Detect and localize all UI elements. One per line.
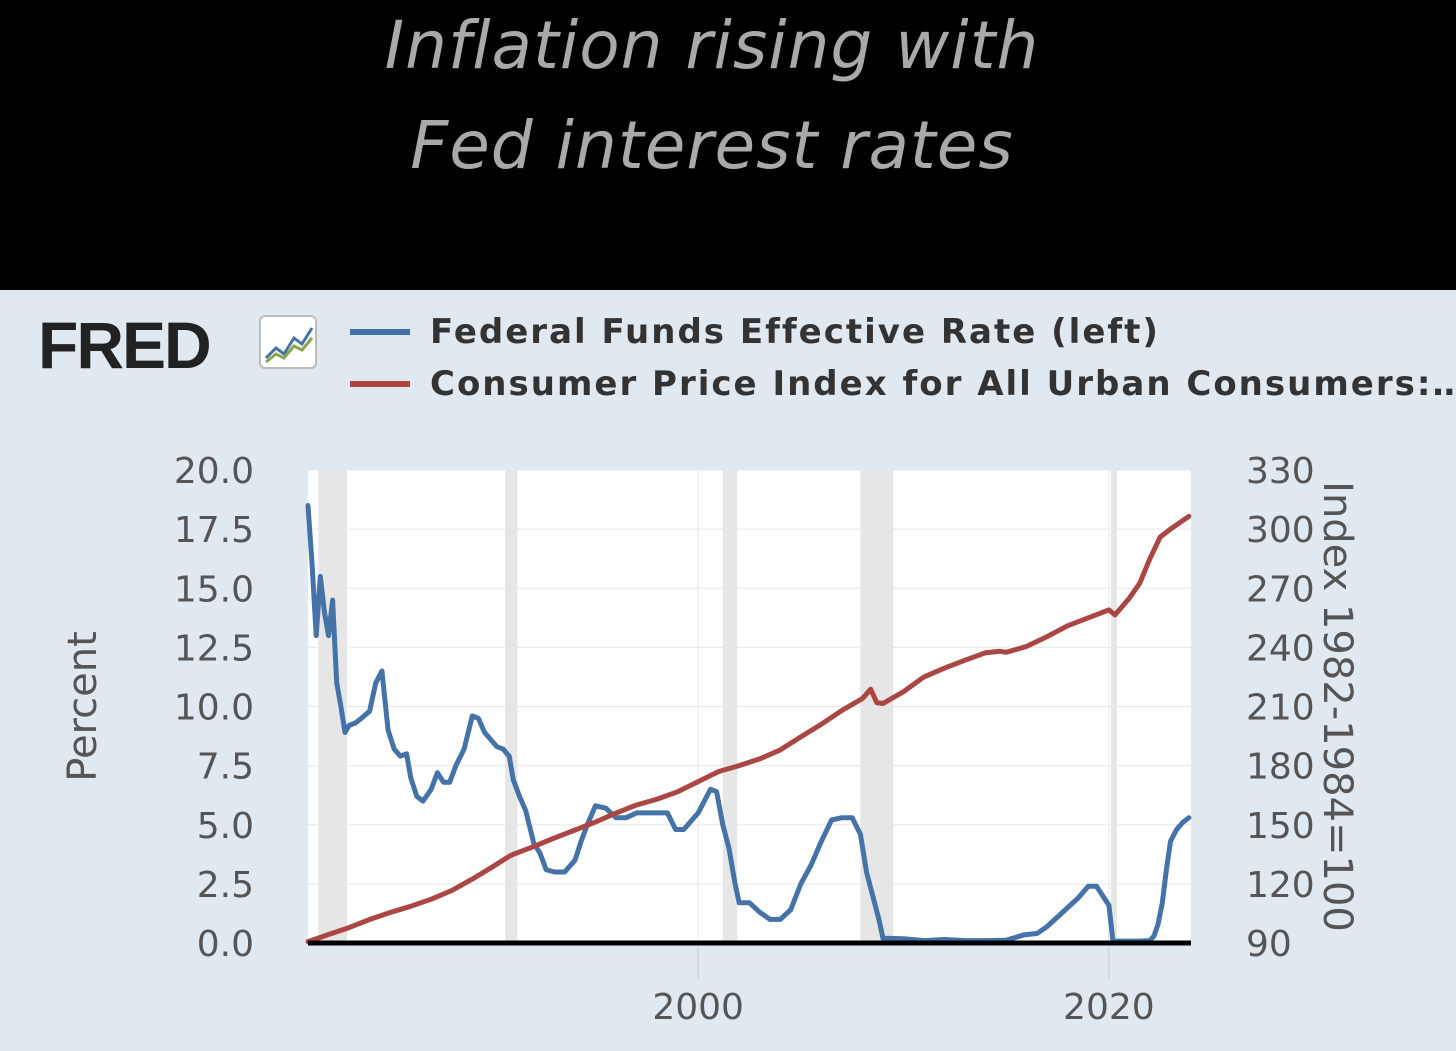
fred-chart-panel: FRED Federal Funds Effective Rate (left)…: [0, 290, 1456, 1051]
x-tick-label: 2020: [1063, 987, 1155, 1028]
right-tick-label: 180: [1246, 747, 1315, 788]
page-title-line-2: Fed interest rates: [410, 107, 1014, 184]
right-tick-label: 150: [1246, 806, 1315, 847]
legend-swatch-cpi: [350, 381, 410, 387]
title-band: Inflation rising with Fed interest rates: [0, 0, 1456, 290]
right-tick-label: 90: [1246, 924, 1292, 965]
right-axis-title: Index 1982-1984=100: [1314, 481, 1360, 932]
right-tick-label: 240: [1246, 628, 1315, 669]
dual-axis-line-chart: 20.0 17.5 15.0 12.5 10.0 7.5 5.0 2.5 0.0 330 300 27…: [60, 451, 1360, 1028]
right-tick-label: 120: [1246, 865, 1315, 906]
left-tick-label: 7.5: [197, 747, 254, 788]
left-tick-label: 17.5: [174, 510, 254, 551]
series-line-cpi[interactable]: [305, 513, 1192, 945]
left-tick-label: 12.5: [174, 628, 254, 669]
right-tick-label: 210: [1246, 688, 1315, 729]
legend-label-cpi: Consumer Price Index for All Urban Consu…: [430, 364, 1456, 404]
right-tick-label: 270: [1246, 569, 1315, 610]
left-tick-label: 2.5: [197, 865, 254, 906]
left-tick-label: 0.0: [197, 924, 254, 965]
legend-item-fed-funds[interactable]: Federal Funds Effective Rate (left): [350, 312, 1160, 352]
right-tick-label: 330: [1246, 451, 1315, 492]
left-tick-label: 20.0: [174, 451, 254, 492]
line-chart-icon: [259, 315, 317, 369]
legend-swatch-fed-funds: [350, 329, 410, 335]
left-tick-label: 10.0: [174, 688, 254, 729]
right-tick-label: 300: [1246, 510, 1315, 551]
legend-item-cpi[interactable]: Consumer Price Index for All Urban Consu…: [350, 364, 1456, 404]
legend-label-fed-funds: Federal Funds Effective Rate (left): [430, 312, 1160, 352]
left-tick-label: 15.0: [174, 569, 254, 610]
page-title-line-1: Inflation rising with: [384, 7, 1040, 84]
left-axis-title: Percent: [60, 631, 106, 782]
x-tick-label: 2000: [652, 987, 744, 1028]
series-line-fed-funds[interactable]: [305, 503, 1192, 944]
left-tick-label: 5.0: [197, 806, 254, 847]
fred-logo[interactable]: FRED: [38, 308, 212, 382]
